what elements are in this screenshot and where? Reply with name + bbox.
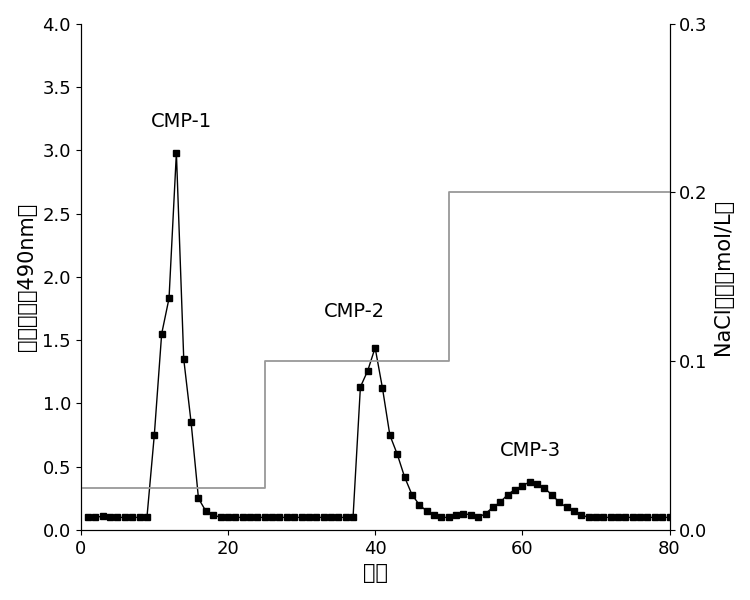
X-axis label: 瓶号: 瓶号: [363, 563, 388, 583]
Y-axis label: 吸光度值（490nm）: 吸光度值（490nm）: [16, 203, 37, 351]
Text: CMP-2: CMP-2: [323, 302, 385, 321]
Text: CMP-1: CMP-1: [151, 112, 211, 131]
Y-axis label: NaCl浓度（mol/L）: NaCl浓度（mol/L）: [713, 199, 734, 355]
Text: CMP-3: CMP-3: [500, 442, 562, 460]
